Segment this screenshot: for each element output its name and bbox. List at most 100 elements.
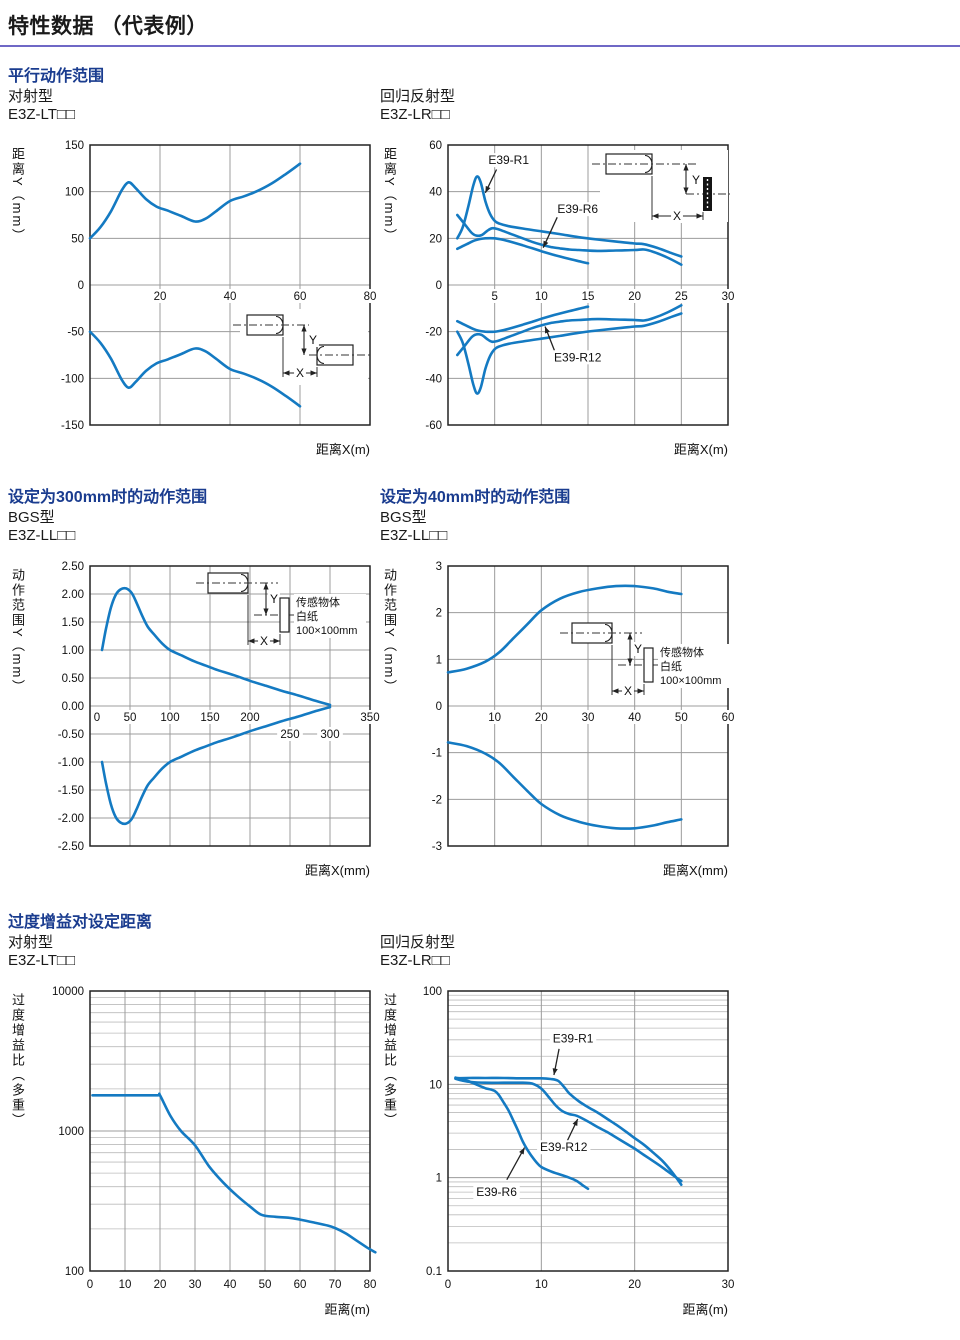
- parallel-lr-chart: YX5 10 15 20 25 306040200-20-40-60E39-R1E39-R…: [425, 140, 738, 457]
- svg-text:150: 150: [65, 140, 84, 152]
- svg-text:5: 5: [491, 291, 497, 303]
- curve-E39-R12: [456, 213, 683, 266]
- arrowhead: [652, 213, 659, 219]
- section-bgs-operating-range: 设定为300mm时的动作范围 BGS型 E3Z-LL□□ 动作范围Y（mm） Y…: [0, 483, 960, 882]
- chart-wrap: 距离Y（mm） Y X 5 10 15 20 25 30 60 40 20 0 -20 -40 -60 E39…: [380, 137, 752, 461]
- svg-text:-3: -3: [432, 841, 442, 853]
- svg-text:30: 30: [189, 1279, 202, 1291]
- curve-E39-R12: [454, 1077, 683, 1183]
- plot-border: [447, 565, 729, 847]
- svg-text:0: 0: [436, 701, 442, 713]
- svg-text:80: 80: [364, 1279, 377, 1291]
- lr-reflector-diagram: YX: [592, 150, 730, 223]
- svg-text:30: 30: [722, 291, 735, 303]
- model-label: E3Z-LR□□: [380, 106, 450, 123]
- arrowhead: [485, 185, 491, 193]
- svg-text:E39-R1: E39-R1: [488, 153, 529, 167]
- svg-text:30: 30: [582, 712, 595, 724]
- svg-text:1.50: 1.50: [62, 617, 84, 629]
- svg-text:20: 20: [429, 233, 442, 245]
- svg-text:20: 20: [535, 712, 548, 724]
- x-axis-label: 距离(m): [683, 1302, 729, 1317]
- chart-canvas-parallel-lt: Y X 20 40 60 80 150 100 50 0 -50 -100 -150 距离X(m): [32, 137, 380, 461]
- curve-E39-R1: [456, 175, 683, 258]
- svg-text:X: X: [260, 634, 268, 648]
- sensor-type-label: 回归反射型: [380, 934, 456, 951]
- svg-text:0: 0: [78, 280, 84, 292]
- svg-text:E39-R12: E39-R12: [554, 350, 602, 364]
- tick-labels: 5 10 15 20 25 30 60 40 20 0 -20 -40 -60: [425, 140, 738, 432]
- svg-text:-2: -2: [432, 794, 442, 806]
- x-axis-label: 距离X(m): [316, 442, 370, 457]
- grid: [448, 566, 728, 846]
- svg-text:Y: Y: [634, 642, 642, 656]
- svg-text:20: 20: [628, 1279, 641, 1291]
- chart-wrap: 动作范围Y（mm） Y X 传感物体 白纸 100×100mm 10 20 30 40 50 60 3…: [380, 558, 752, 882]
- curve-E39-R6: [454, 1076, 590, 1191]
- svg-text:-2.00: -2.00: [58, 813, 84, 825]
- svg-text:10: 10: [429, 1079, 442, 1091]
- svg-text:20: 20: [628, 291, 641, 303]
- chart-column: 回归反射型 E3Z-LR□□ 过度增益比（多重） 0 10 20 30 100 10 1 0.…: [380, 908, 752, 1321]
- sensor-type-label: 回归反射型: [380, 88, 456, 105]
- grid: [90, 145, 370, 425]
- arrowhead: [627, 658, 633, 665]
- arrowhead: [301, 325, 307, 332]
- svg-text:Y: Y: [270, 592, 278, 606]
- svg-text:40: 40: [224, 1279, 237, 1291]
- arrowhead: [543, 240, 549, 248]
- svg-text:X: X: [673, 209, 681, 223]
- target-caption: 传感物体: [296, 595, 340, 609]
- curve-lower: [446, 741, 683, 830]
- section-heading: 设定为300mm时的动作范围: [8, 489, 208, 506]
- svg-text:150: 150: [200, 712, 219, 724]
- tick-labels: 20 40 60 80 150 100 50 0 -50 -100 -150: [61, 140, 380, 432]
- svg-text:3: 3: [436, 561, 442, 573]
- svg-text:-50: -50: [67, 327, 84, 339]
- svg-text:10000: 10000: [52, 986, 84, 998]
- x-axis-label: 距离X(mm): [663, 863, 728, 878]
- curve-E39-R6: [456, 236, 590, 265]
- lt-beams-diagram: YX: [233, 309, 370, 385]
- y-axis-label: 动作范围Y（mm）: [382, 568, 397, 695]
- svg-text:200: 200: [240, 712, 259, 724]
- svg-text:80: 80: [364, 291, 377, 303]
- arrowhead: [572, 1119, 578, 1127]
- series: [88, 162, 302, 408]
- svg-text:70: 70: [329, 1279, 342, 1291]
- chart-column: 平行动作范围 对射型 E3Z-LT□□ 距离Y（mm） Y X 20 40 60 80 15…: [8, 62, 380, 461]
- svg-text:10: 10: [535, 1279, 548, 1291]
- series: [91, 1092, 377, 1254]
- chart-wrap: 距离Y（mm） Y X 20 40 60 80 150 100 50 0 -50 -100 -150 距离…: [8, 137, 380, 461]
- svg-text:20: 20: [154, 1279, 167, 1291]
- target-caption: 白纸: [296, 609, 318, 623]
- sensor-type-label: 对射型: [8, 88, 54, 105]
- svg-text:50: 50: [71, 233, 84, 245]
- series-annotation: E39-R6: [542, 202, 601, 248]
- series: [456, 175, 683, 395]
- svg-text:0: 0: [445, 1279, 451, 1291]
- svg-text:-40: -40: [425, 373, 442, 385]
- series: [100, 586, 332, 826]
- svg-text:40: 40: [429, 187, 442, 199]
- svg-text:E39-R6: E39-R6: [557, 202, 598, 216]
- svg-text:1000: 1000: [58, 1126, 84, 1138]
- chart-wrap: 动作范围Y（mm） Y X 传感物体 白纸 100×100mm 0 50 100 150 200 2…: [8, 558, 383, 882]
- svg-text:0: 0: [87, 1279, 93, 1291]
- series-annotation: E39-R12: [544, 326, 605, 365]
- svg-text:10: 10: [535, 291, 548, 303]
- svg-text:0.1: 0.1: [426, 1266, 442, 1278]
- section-heading: 平行动作范围: [8, 68, 105, 85]
- page-title: 特性数据 （代表例）: [8, 15, 208, 38]
- svg-text:50: 50: [675, 712, 688, 724]
- svg-text:15: 15: [582, 291, 595, 303]
- arrowhead: [552, 1068, 558, 1075]
- section-parallel-operating-range: 平行动作范围 对射型 E3Z-LT□□ 距离Y（mm） Y X 20 40 60 80 15…: [0, 62, 960, 461]
- arrowhead: [637, 688, 644, 694]
- svg-text:10: 10: [119, 1279, 132, 1291]
- y-axis-label: 距离Y（mm）: [382, 147, 397, 244]
- arrowhead: [263, 608, 269, 615]
